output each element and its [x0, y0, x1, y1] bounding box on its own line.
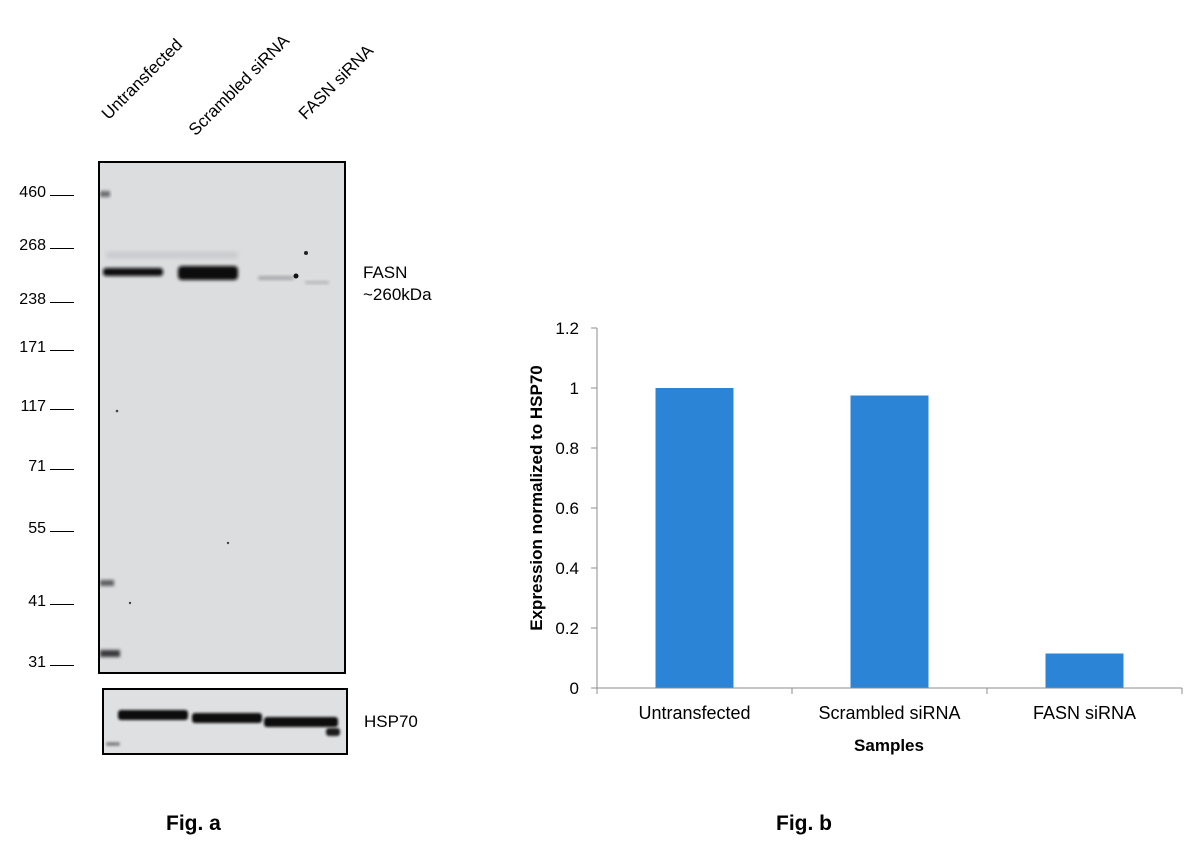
mw-tick	[50, 604, 74, 605]
mw-marker-55: 55	[28, 520, 46, 537]
loading-control-label: HSP70	[364, 712, 418, 731]
y-tick-label: 0.2	[555, 619, 579, 638]
mw-tick	[50, 248, 74, 249]
y-axis: 0 0.2 0.4 0.6 0.8 1 1.2	[555, 319, 598, 698]
y-tick-label: 1.2	[555, 319, 579, 338]
y-tick-label: 0.8	[555, 439, 579, 458]
bars	[655, 388, 1124, 688]
bar-chart: 0 0.2 0.4 0.6 0.8 1 1.2 Untransfected Scrambled…	[527, 319, 1183, 755]
blot-main-image	[100, 191, 329, 657]
mw-marker-171: 171	[19, 339, 46, 356]
band-fasn-scrambled	[178, 266, 238, 280]
mw-tick	[50, 195, 74, 196]
mw-marker-238: 238	[19, 291, 46, 308]
band-fasn-knockdown	[258, 276, 294, 280]
target-label: FASN	[363, 263, 408, 282]
x-tick-label: Scrambled siRNA	[818, 703, 960, 723]
target-size-label: ~260kDa	[363, 285, 432, 304]
band-hsp70-fasn-sirna	[264, 717, 338, 727]
x-tick-label: Untransfected	[638, 703, 750, 723]
bar-fasn-sirna	[1045, 653, 1124, 688]
mw-marker-268: 268	[19, 237, 46, 254]
y-tick-label: 0	[570, 679, 579, 698]
lane-label-scrambled: Scrambled siRNA	[184, 30, 294, 140]
band-fasn-untransfected	[103, 268, 163, 276]
y-axis-label: Expression normalized to HSP70	[527, 365, 546, 630]
mw-marker-117: 117	[20, 398, 46, 415]
mw-marker-31: 31	[28, 654, 46, 671]
band-hsp70-scrambled	[192, 713, 262, 723]
mw-tick	[50, 350, 74, 351]
mw-tick	[50, 469, 74, 470]
y-tick-label: 1	[570, 379, 579, 398]
bar-scrambled-sirna	[850, 395, 929, 688]
band-hsp70-untransfected	[118, 710, 188, 720]
lane-label-fasn-sirna: FASN siRNA	[294, 41, 378, 124]
blot-loading-image	[106, 710, 340, 746]
mw-tick	[50, 302, 74, 303]
x-axis-label: Samples	[854, 736, 924, 755]
figure-a-caption: Fig. a	[166, 812, 221, 835]
mw-tick	[50, 409, 74, 410]
x-axis: Untransfected Scrambled siRNA FASN siRNA	[596, 687, 1183, 723]
lane-label-untransfected: Untransfected	[97, 35, 187, 124]
mw-tick	[50, 531, 74, 532]
mw-marker-460: 460	[19, 184, 46, 201]
y-tick-label: 0.4	[555, 559, 579, 578]
figure-b-caption: Fig. b	[776, 812, 832, 835]
blot-main-panel	[98, 161, 346, 674]
mw-marker-71: 71	[28, 458, 46, 475]
x-tick-label: FASN siRNA	[1033, 703, 1136, 723]
mw-marker-41: 41	[28, 593, 46, 610]
mw-tick	[50, 665, 74, 666]
bar-untransfected	[655, 388, 734, 688]
y-tick-label: 0.6	[555, 499, 579, 518]
blot-loading-panel	[102, 688, 348, 755]
